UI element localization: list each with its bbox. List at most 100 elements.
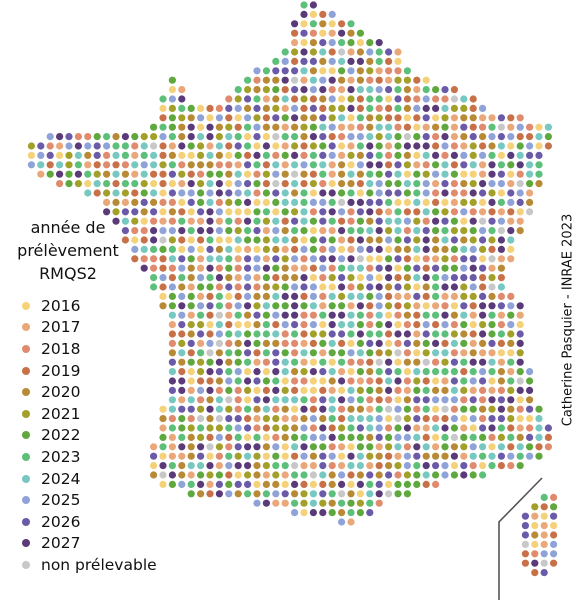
sample-dot <box>366 208 374 216</box>
sample-dot <box>479 189 487 197</box>
sample-dot <box>450 264 458 272</box>
sample-dot <box>413 480 421 488</box>
sample-dot <box>403 123 411 131</box>
sample-dot <box>488 433 496 441</box>
sample-dot <box>460 208 468 216</box>
sample-dot <box>328 170 336 178</box>
sample-dot <box>253 236 261 244</box>
sample-dot <box>319 415 327 423</box>
sample-dot <box>300 330 308 338</box>
sample-dot <box>488 123 496 131</box>
sample-dot <box>300 39 308 47</box>
sample-dot <box>550 522 558 530</box>
sample-dot <box>272 264 280 272</box>
sample-dot <box>206 255 214 263</box>
sample-dot <box>488 302 496 310</box>
sample-dot <box>215 330 223 338</box>
sample-dot <box>159 264 167 272</box>
sample-dot <box>300 377 308 385</box>
sample-dot <box>225 180 233 188</box>
sample-dot <box>450 104 458 112</box>
sample-dot <box>197 123 205 131</box>
sample-dot <box>403 189 411 197</box>
sample-dot <box>56 151 64 159</box>
sample-dot <box>338 321 346 329</box>
sample-dot <box>187 415 195 423</box>
sample-dot <box>178 86 186 94</box>
sample-dot <box>281 189 289 197</box>
sample-dot <box>272 415 280 423</box>
sample-dot <box>488 180 496 188</box>
sample-dot <box>272 377 280 385</box>
sample-dot <box>300 302 308 310</box>
sample-dot <box>309 95 317 103</box>
sample-dot <box>244 170 252 178</box>
sample-dot <box>187 396 195 404</box>
sample-dot <box>140 255 148 263</box>
sample-dot <box>460 349 468 357</box>
corsica-inset-frame <box>498 477 543 600</box>
sample-dot <box>244 471 252 479</box>
sample-dot <box>309 198 317 206</box>
sample-dot <box>150 180 158 188</box>
sample-dot <box>328 67 336 75</box>
sample-dot <box>300 274 308 282</box>
sample-dot <box>460 245 468 253</box>
sample-dot <box>450 462 458 470</box>
sample-dot <box>432 358 440 366</box>
sample-dot <box>403 339 411 347</box>
sample-dot <box>497 208 505 216</box>
sample-dot <box>460 180 468 188</box>
sample-dot <box>291 86 299 94</box>
sample-dot <box>356 339 364 347</box>
sample-dot <box>413 330 421 338</box>
sample-dot <box>460 405 468 413</box>
sample-dot <box>244 274 252 282</box>
sample-dot <box>394 386 402 394</box>
sample-dot <box>422 433 430 441</box>
sample-dot <box>272 208 280 216</box>
sample-dot <box>65 161 73 169</box>
legend-label: 2016 <box>41 296 81 315</box>
sample-dot <box>178 264 186 272</box>
sample-dot <box>347 396 355 404</box>
sample-dot <box>328 198 336 206</box>
sample-dot <box>450 133 458 141</box>
sample-dot <box>531 522 539 530</box>
sample-dot <box>178 161 186 169</box>
sample-dot <box>385 236 393 244</box>
sample-dot <box>206 311 214 319</box>
sample-dot <box>535 433 543 441</box>
sample-dot <box>432 133 440 141</box>
sample-dot <box>262 462 270 470</box>
sample-dot <box>150 462 158 470</box>
sample-dot <box>159 217 167 225</box>
sample-dot <box>469 95 477 103</box>
sample-dot <box>338 161 346 169</box>
sample-dot <box>450 283 458 291</box>
sample-dot <box>300 311 308 319</box>
sample-dot <box>422 189 430 197</box>
sample-dot <box>375 170 383 178</box>
sample-dot <box>206 245 214 253</box>
sample-dot <box>84 133 92 141</box>
sample-dot <box>93 151 101 159</box>
sample-dot <box>281 405 289 413</box>
sample-dot <box>225 424 233 432</box>
sample-dot <box>507 415 515 423</box>
sample-dot <box>413 396 421 404</box>
sample-dot <box>319 133 327 141</box>
sample-dot <box>347 255 355 263</box>
sample-dot <box>516 161 524 169</box>
sample-dot <box>385 415 393 423</box>
sample-dot <box>366 311 374 319</box>
sample-dot <box>234 236 242 244</box>
sample-dot <box>460 396 468 404</box>
sample-dot <box>328 57 336 65</box>
sample-dot <box>347 245 355 253</box>
sample-dot <box>497 255 505 263</box>
sample-dot <box>187 114 195 122</box>
sample-dot <box>413 161 421 169</box>
sample-dot <box>168 236 176 244</box>
sample-dot <box>140 180 148 188</box>
